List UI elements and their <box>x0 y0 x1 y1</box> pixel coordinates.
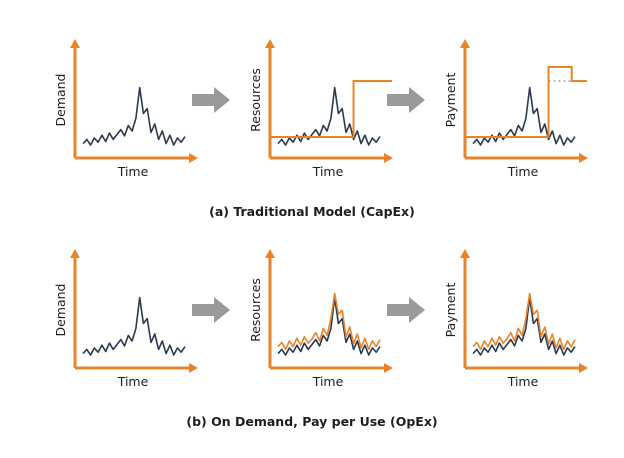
capex-transition-arrow-2-shaft <box>387 94 409 106</box>
opex-resources-xlabel: Time <box>312 374 344 389</box>
capex-demand-y-axis-arrowhead <box>70 39 80 48</box>
capex-transition-arrow-1-head <box>214 87 230 113</box>
capex-transition-arrow-1 <box>192 87 230 113</box>
opex-demand-x-axis-arrowhead <box>189 363 198 373</box>
caption-traditional: (a) Traditional Model (CapEx) <box>209 204 415 219</box>
opex-payment-xlabel: Time <box>507 374 539 389</box>
capex-resources-x-axis-arrowhead <box>384 153 393 163</box>
capex-transition-arrow-2 <box>387 87 425 113</box>
capex-demand-xlabel: Time <box>117 164 149 179</box>
opex-resources-y-axis-arrowhead <box>265 249 275 258</box>
capex-resources-xlabel: Time <box>312 164 344 179</box>
capex-resources-ylabel: Resources <box>248 68 263 132</box>
opex-resources-ylabel: Resources <box>248 278 263 342</box>
opex-demand-panel: Time Demand <box>53 249 198 389</box>
opex-transition-arrow-2 <box>387 297 425 323</box>
caption-on-demand: (b) On Demand, Pay per Use (OpEx) <box>186 414 438 429</box>
opex-transition-arrow-1-shaft <box>192 304 214 316</box>
capex-payment-panel: Time Payment <box>443 39 588 179</box>
opex-resources-usage-line <box>277 292 381 351</box>
capex-resources-y-axis-arrowhead <box>265 39 275 48</box>
opex-resources-panel: Time Resources <box>248 249 393 389</box>
capex-demand-x-axis-arrowhead <box>189 153 198 163</box>
opex-payment-usage-line <box>472 292 576 351</box>
opex-resources-x-axis-arrowhead <box>384 363 393 373</box>
capex-resources-capacity-line <box>270 80 392 138</box>
opex-demand-ylabel: Demand <box>53 283 68 336</box>
opex-demand-xlabel: Time <box>117 374 149 389</box>
capex-demand-demand-line <box>82 86 186 146</box>
capex-payment-ylabel: Payment <box>443 73 458 128</box>
opex-transition-arrow-2-shaft <box>387 304 409 316</box>
capex-payment-capacity-line <box>465 66 587 138</box>
capex-payment-x-axis-arrowhead <box>579 153 588 163</box>
capex-transition-arrow-2-head <box>409 87 425 113</box>
capex-payment-xlabel: Time <box>507 164 539 179</box>
opex-payment-ylabel: Payment <box>443 283 458 338</box>
opex-payment-demand-line <box>472 296 576 356</box>
capex-resources-panel: Time Resources <box>248 39 393 179</box>
opex-resources-demand-line <box>277 296 381 356</box>
opex-payment-x-axis-arrowhead <box>579 363 588 373</box>
opex-payment-panel: Time Payment <box>443 249 588 389</box>
opex-transition-arrow-1-head <box>214 297 230 323</box>
capex-payment-demand-line <box>472 86 576 146</box>
capex-resources-demand-line <box>277 86 381 146</box>
opex-payment-y-axis-arrowhead <box>460 249 470 258</box>
opex-transition-arrow-1 <box>192 297 230 323</box>
opex-demand-y-axis-arrowhead <box>70 249 80 258</box>
capex-demand-panel: Time Demand <box>53 39 198 179</box>
opex-demand-demand-line <box>82 296 186 356</box>
capex-payment-y-axis-arrowhead <box>460 39 470 48</box>
capex-demand-ylabel: Demand <box>53 73 68 126</box>
capex-transition-arrow-1-shaft <box>192 94 214 106</box>
opex-transition-arrow-2-head <box>409 297 425 323</box>
